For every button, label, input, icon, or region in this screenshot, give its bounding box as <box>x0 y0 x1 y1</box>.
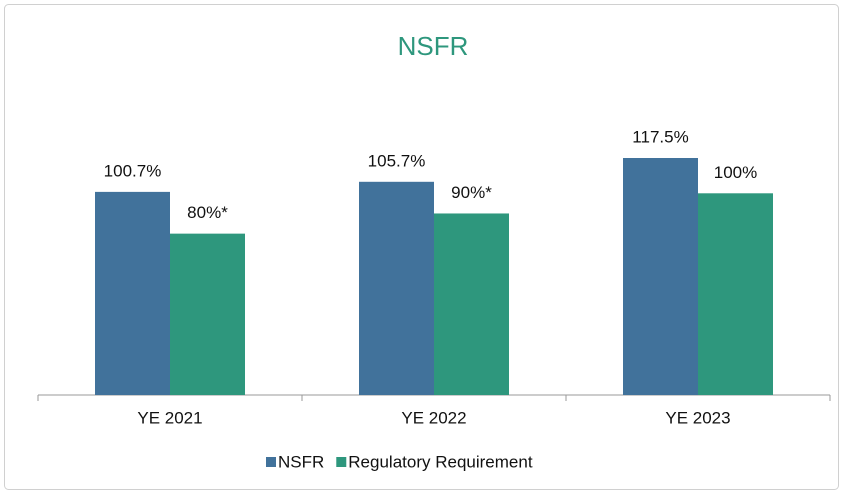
chart-title: NSFR <box>398 31 469 61</box>
x-tick-label: YE 2022 <box>401 408 466 427</box>
value-label: 80%* <box>187 203 228 222</box>
bar <box>95 191 170 395</box>
legend-label: NSFR <box>278 452 324 471</box>
legend-label: Regulatory Requirement <box>348 452 533 471</box>
value-label: 90%* <box>451 183 492 202</box>
value-label: 100% <box>714 163 757 182</box>
legend-swatch <box>266 457 276 467</box>
value-label: 105.7% <box>368 151 426 170</box>
bar <box>359 181 434 395</box>
value-label: 100.7% <box>104 161 162 180</box>
value-label: 117.5% <box>632 127 688 146</box>
x-tick-label: YE 2021 <box>137 408 202 427</box>
bar <box>170 233 245 395</box>
legend-swatch <box>336 457 347 467</box>
bar <box>698 193 773 395</box>
bar <box>623 158 698 395</box>
bar <box>434 213 509 395</box>
x-tick-label: YE 2023 <box>665 408 730 427</box>
